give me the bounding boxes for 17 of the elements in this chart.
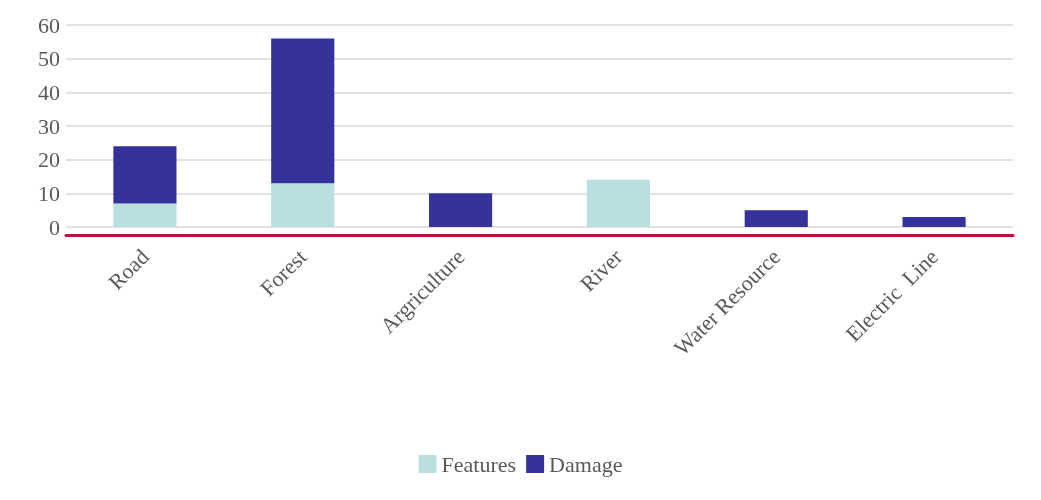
bar <box>271 183 335 227</box>
y-tick-label: 30 <box>38 113 60 139</box>
y-tick-label: 20 <box>38 147 60 173</box>
bar <box>271 38 335 184</box>
bar <box>744 210 808 227</box>
legend-label: Features <box>441 451 517 477</box>
y-tick-label: 60 <box>38 12 60 38</box>
bar <box>429 193 493 227</box>
bar <box>902 216 966 227</box>
y-tick-label: 40 <box>38 79 60 105</box>
y-tick-label: 10 <box>38 180 60 206</box>
bar <box>113 203 177 227</box>
bar <box>113 146 177 204</box>
legend-label: Damage <box>549 451 623 477</box>
bar <box>586 179 650 227</box>
y-tick-label: 0 <box>49 214 60 240</box>
y-tick-label: 50 <box>38 46 60 72</box>
